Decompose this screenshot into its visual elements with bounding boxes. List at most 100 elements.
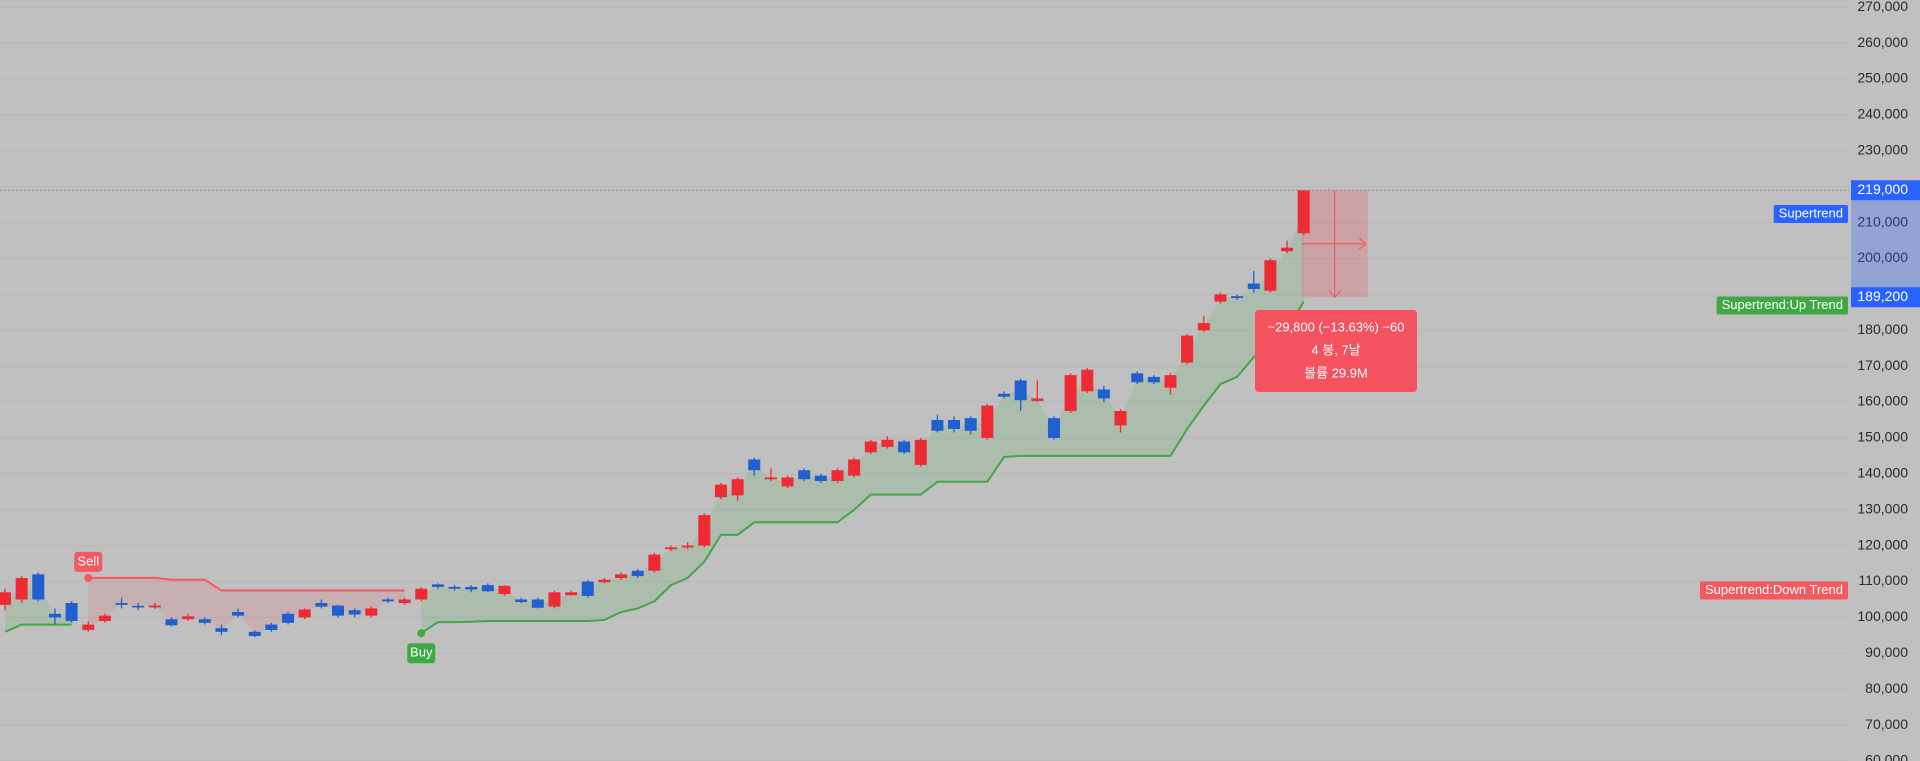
- candle-body: [315, 603, 328, 607]
- y-tick-label: 260,000: [1857, 34, 1908, 50]
- y-tick-label: 240,000: [1857, 106, 1908, 122]
- candle-body: [1147, 376, 1160, 383]
- candle-body: [182, 616, 195, 620]
- candle-body: [65, 603, 78, 622]
- price-label: 189,200: [1857, 288, 1908, 304]
- signal-dot: [84, 573, 93, 582]
- y-tick-label: 170,000: [1857, 357, 1908, 373]
- candle-body: [398, 599, 411, 604]
- candle-body: [864, 441, 877, 453]
- y-tick-label: 150,000: [1857, 429, 1908, 445]
- candle-body: [82, 624, 95, 630]
- candle-body: [531, 599, 544, 608]
- y-tick-label: 160,000: [1857, 393, 1908, 409]
- candle-body: [581, 581, 594, 596]
- candle-body: [665, 547, 677, 550]
- price-label-box: [1851, 287, 1920, 308]
- y-tick-label: 60,000: [1865, 752, 1908, 761]
- indicator-tag: Supertrend:Down Trend: [1705, 582, 1843, 597]
- candle-body: [998, 393, 1010, 397]
- candle-body: [1281, 247, 1294, 252]
- signal-label: Sell: [77, 553, 99, 568]
- candle-body: [781, 477, 794, 487]
- candle-body: [232, 612, 245, 616]
- y-tick-label: 270,000: [1857, 0, 1908, 14]
- y-tick-label: 230,000: [1857, 141, 1908, 157]
- candle-body: [0, 592, 11, 605]
- candle-body: [964, 418, 977, 431]
- candle-body: [1264, 260, 1277, 291]
- indicator-tag: Supertrend: [1779, 205, 1843, 220]
- candle-body: [215, 628, 228, 632]
- candle-body: [698, 515, 711, 546]
- candle-body: [415, 588, 428, 600]
- candle-body: [1197, 323, 1210, 331]
- candle-body: [565, 592, 578, 596]
- y-tick-label: 180,000: [1857, 321, 1908, 337]
- candle-body: [15, 577, 28, 600]
- candle-body: [1047, 418, 1060, 438]
- candle-body: [148, 605, 161, 608]
- indicator-tag-box: [1699, 581, 1848, 600]
- indicator-tag-box: [1773, 205, 1848, 223]
- measure-tooltip: [1255, 310, 1417, 392]
- candle-body: [748, 459, 761, 471]
- candle-body: [265, 624, 278, 630]
- candle-body: [831, 470, 844, 482]
- candle-body: [714, 484, 727, 498]
- candle-body: [431, 584, 444, 587]
- y-tick-label: 110,000: [1858, 572, 1908, 588]
- y-tick-label: 80,000: [1865, 680, 1908, 696]
- candle-body: [381, 599, 394, 602]
- signal-box: [407, 643, 436, 664]
- candle-body: [1131, 373, 1144, 383]
- candle-body: [1181, 335, 1194, 363]
- y-tick-label: 90,000: [1865, 644, 1908, 660]
- candle-body: [681, 545, 694, 548]
- candle-body: [515, 599, 528, 602]
- candle-body: [248, 631, 261, 637]
- candle-body: [1214, 294, 1227, 302]
- candle-body: [881, 439, 894, 447]
- candle-body: [798, 470, 811, 480]
- candle-body: [98, 615, 111, 622]
- y-tick-label: 70,000: [1865, 716, 1908, 732]
- candle-body: [1031, 398, 1044, 401]
- signal: Sell: [74, 551, 103, 582]
- candle-body: [1247, 283, 1260, 289]
- candle-body: [1164, 375, 1177, 388]
- candle-body: [931, 419, 944, 431]
- candle-body: [498, 585, 511, 595]
- signal-label: Buy: [410, 645, 433, 660]
- trend-line: [4, 301, 1305, 635]
- signal: Buy: [407, 629, 436, 664]
- candle-body: [348, 610, 361, 615]
- candle-body: [481, 585, 494, 592]
- candle-body: [814, 475, 827, 482]
- candle-body: [981, 405, 994, 438]
- candle-body: [914, 439, 927, 465]
- candle-body: [115, 603, 128, 605]
- candle-body: [648, 554, 661, 571]
- y-tick-label: 100,000: [1857, 608, 1908, 624]
- candle-body: [32, 574, 45, 600]
- candle-body: [1014, 380, 1027, 401]
- candle-body: [282, 613, 295, 623]
- trend-fill: [421, 211, 1304, 634]
- signal-box: [74, 551, 103, 572]
- candle-body: [332, 605, 344, 616]
- candle-body: [132, 605, 145, 608]
- candle-body: [1297, 190, 1310, 234]
- trend-line: [88, 576, 405, 592]
- price-label: 219,000: [1857, 181, 1908, 197]
- candle-body: [298, 609, 311, 618]
- candle-body: [365, 608, 378, 616]
- candle-body: [898, 441, 911, 453]
- y-tick-label: 250,000: [1857, 70, 1908, 86]
- candle-body: [948, 419, 961, 429]
- candle-body: [165, 619, 178, 626]
- y-tick-label: 200,000: [1857, 249, 1908, 265]
- candle-body: [1064, 375, 1077, 412]
- candle-body: [1097, 389, 1110, 399]
